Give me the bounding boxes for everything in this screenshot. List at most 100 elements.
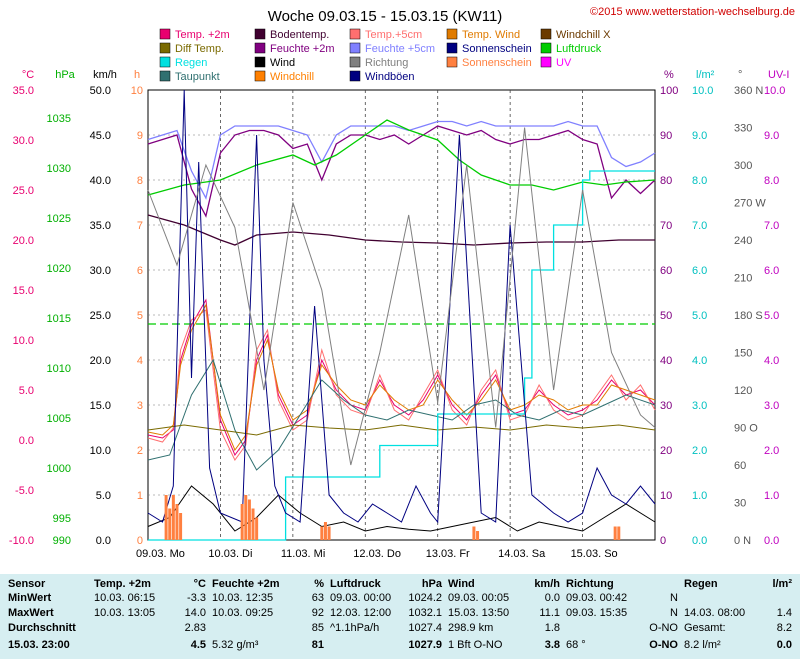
axis-tick-label: 60 — [660, 265, 672, 277]
stats-time: 12.03. 12:00 — [330, 607, 392, 619]
legend-item: Sonnenschein — [446, 42, 532, 55]
axis-tick-label: 9 — [137, 130, 143, 142]
axis-tick-label: 300 — [734, 160, 752, 172]
axis-tick-label: 1 — [137, 490, 143, 502]
stats-value: 1.4 — [776, 607, 792, 619]
stats-value: 11.1 — [539, 607, 560, 619]
axis-tick-label: -10.0 — [9, 535, 34, 547]
stats-time: 09.03. 15:35 — [566, 607, 628, 619]
sunshine-bar — [247, 499, 251, 540]
x-tick-label: 13.03. Fr — [426, 548, 470, 560]
legend-swatch — [540, 28, 552, 40]
legend-swatch — [254, 42, 266, 54]
legend-label: Temp.+5cm — [365, 29, 422, 41]
legend-label: Diff Temp. — [175, 43, 224, 55]
stats-time: 10.03. 06:15 — [94, 592, 156, 604]
axis-tick-label: 10.0 — [692, 85, 713, 97]
series-line — [147, 89, 656, 524]
stats-row-label: MaxWert — [8, 607, 54, 619]
legend-swatch — [446, 56, 458, 68]
series-line — [147, 127, 656, 466]
stats-time: 1 Bft O-NO — [448, 639, 503, 651]
axis-tick-label: 9.0 — [764, 130, 779, 142]
axis-tick-label: 20 — [660, 445, 672, 457]
legend-label: Sonnenschein — [462, 57, 532, 69]
legend-label: Richtung — [365, 57, 408, 69]
stats-value: 1027.4 — [408, 622, 442, 634]
x-tick-label: 10.03. Di — [208, 548, 252, 560]
axis-tick-label: 25.0 — [90, 310, 111, 322]
legend-swatch — [254, 56, 266, 68]
legend-label: Temp. Wind — [462, 29, 520, 41]
axis-unit: km/h — [93, 69, 117, 81]
legend-swatch — [349, 42, 361, 54]
stats-value: 1027.9 — [408, 639, 442, 651]
stats-header: Regen — [684, 578, 718, 590]
axis-tick-label: 150 — [734, 348, 752, 360]
legend-swatch — [446, 42, 458, 54]
axis-tick-label: 4 — [137, 355, 143, 367]
stats-unit: °C — [193, 578, 206, 590]
axis-tick-label: 8.0 — [692, 175, 707, 187]
stats-value: 14.0 — [184, 607, 206, 619]
legend-item: Windchill — [254, 70, 314, 83]
axis-tick-label: 1025 — [47, 213, 71, 225]
legend-item: Temp. +2m — [159, 28, 230, 41]
stats-time: Gesamt: — [684, 622, 726, 634]
stats-unit: km/h — [534, 578, 560, 590]
axis-tick-label: 5.0 — [96, 490, 111, 502]
plot-area — [147, 89, 656, 541]
axis-tick-label: 1005 — [47, 413, 71, 425]
axis-tick-label: 6 — [137, 265, 143, 277]
legend-label: Sonnenschein — [462, 43, 532, 55]
stats-value: 8.2 — [776, 622, 792, 634]
stats-value: -3.3 — [187, 592, 206, 604]
axis-tick-label: 0.0 — [19, 435, 34, 447]
axis-unit: °C — [22, 69, 34, 81]
axis-tick-label: 7.0 — [764, 220, 779, 232]
axis-unit: % — [664, 69, 674, 81]
legend-swatch — [349, 56, 361, 68]
legend-item: Windchill X — [540, 28, 611, 41]
axis-tick-label: 360 N — [734, 85, 763, 97]
stats-value: 63 — [311, 592, 324, 604]
axis-tick-label: 270 W — [734, 198, 766, 210]
legend-label: Feuchte +5cm — [365, 43, 435, 55]
stats-value: 1024.2 — [408, 592, 442, 604]
sunshine-bar — [171, 495, 175, 540]
sunshine-bar — [476, 531, 480, 540]
axis-tick-label: 2 — [137, 445, 143, 457]
legend-label: Windchill X — [556, 29, 611, 41]
legend-item: Temp.+5cm — [349, 28, 422, 41]
stats-row-label: Durchschnitt — [8, 622, 76, 634]
axis-tick-label: 5.0 — [19, 385, 34, 397]
chart-legend: Temp. +2m Bodentemp. Temp.+5cm Temp. Wind Wi… — [159, 28, 611, 83]
stats-value: 85 — [311, 622, 324, 634]
axis-tick-label: 30 — [734, 498, 746, 510]
axis-tick-label: 20.0 — [13, 235, 34, 247]
axis-tick-label: 9.0 — [692, 130, 707, 142]
legend-item: Bodentemp. — [254, 28, 329, 41]
stats-header: Feuchte +2m — [212, 578, 280, 590]
axis-tick-label: 1030 — [47, 163, 71, 175]
stats-row-label: MinWert — [8, 592, 52, 604]
legend-label: Bodentemp. — [270, 29, 329, 41]
legend-label: Temp. +2m — [175, 29, 230, 41]
stats-row-label: 15.03. 23:00 — [8, 639, 70, 651]
legend-label: Luftdruck — [556, 43, 602, 55]
stats-value: 92 — [311, 607, 324, 619]
x-tick-label: 12.03. Do — [353, 548, 401, 560]
stats-value: 4.5 — [190, 639, 206, 651]
sunshine-bar — [251, 508, 255, 540]
axis-tick-label: 35.0 — [90, 220, 111, 232]
axis-tick-label: 0 — [137, 535, 143, 547]
axis-tick-label: 7.0 — [692, 220, 707, 232]
copyright-text: ©2015 www.wetterstation-wechselburg.de — [590, 6, 795, 18]
axis-tick-label: 4.0 — [764, 355, 779, 367]
stats-time: 10.03. 09:25 — [212, 607, 274, 619]
axis-tick-label: 15.0 — [13, 285, 34, 297]
legend-label: Windchill — [270, 71, 314, 83]
legend-swatch — [159, 56, 171, 68]
legend-label: Taupunkt — [175, 71, 220, 83]
stats-value: O-NO — [649, 639, 678, 651]
